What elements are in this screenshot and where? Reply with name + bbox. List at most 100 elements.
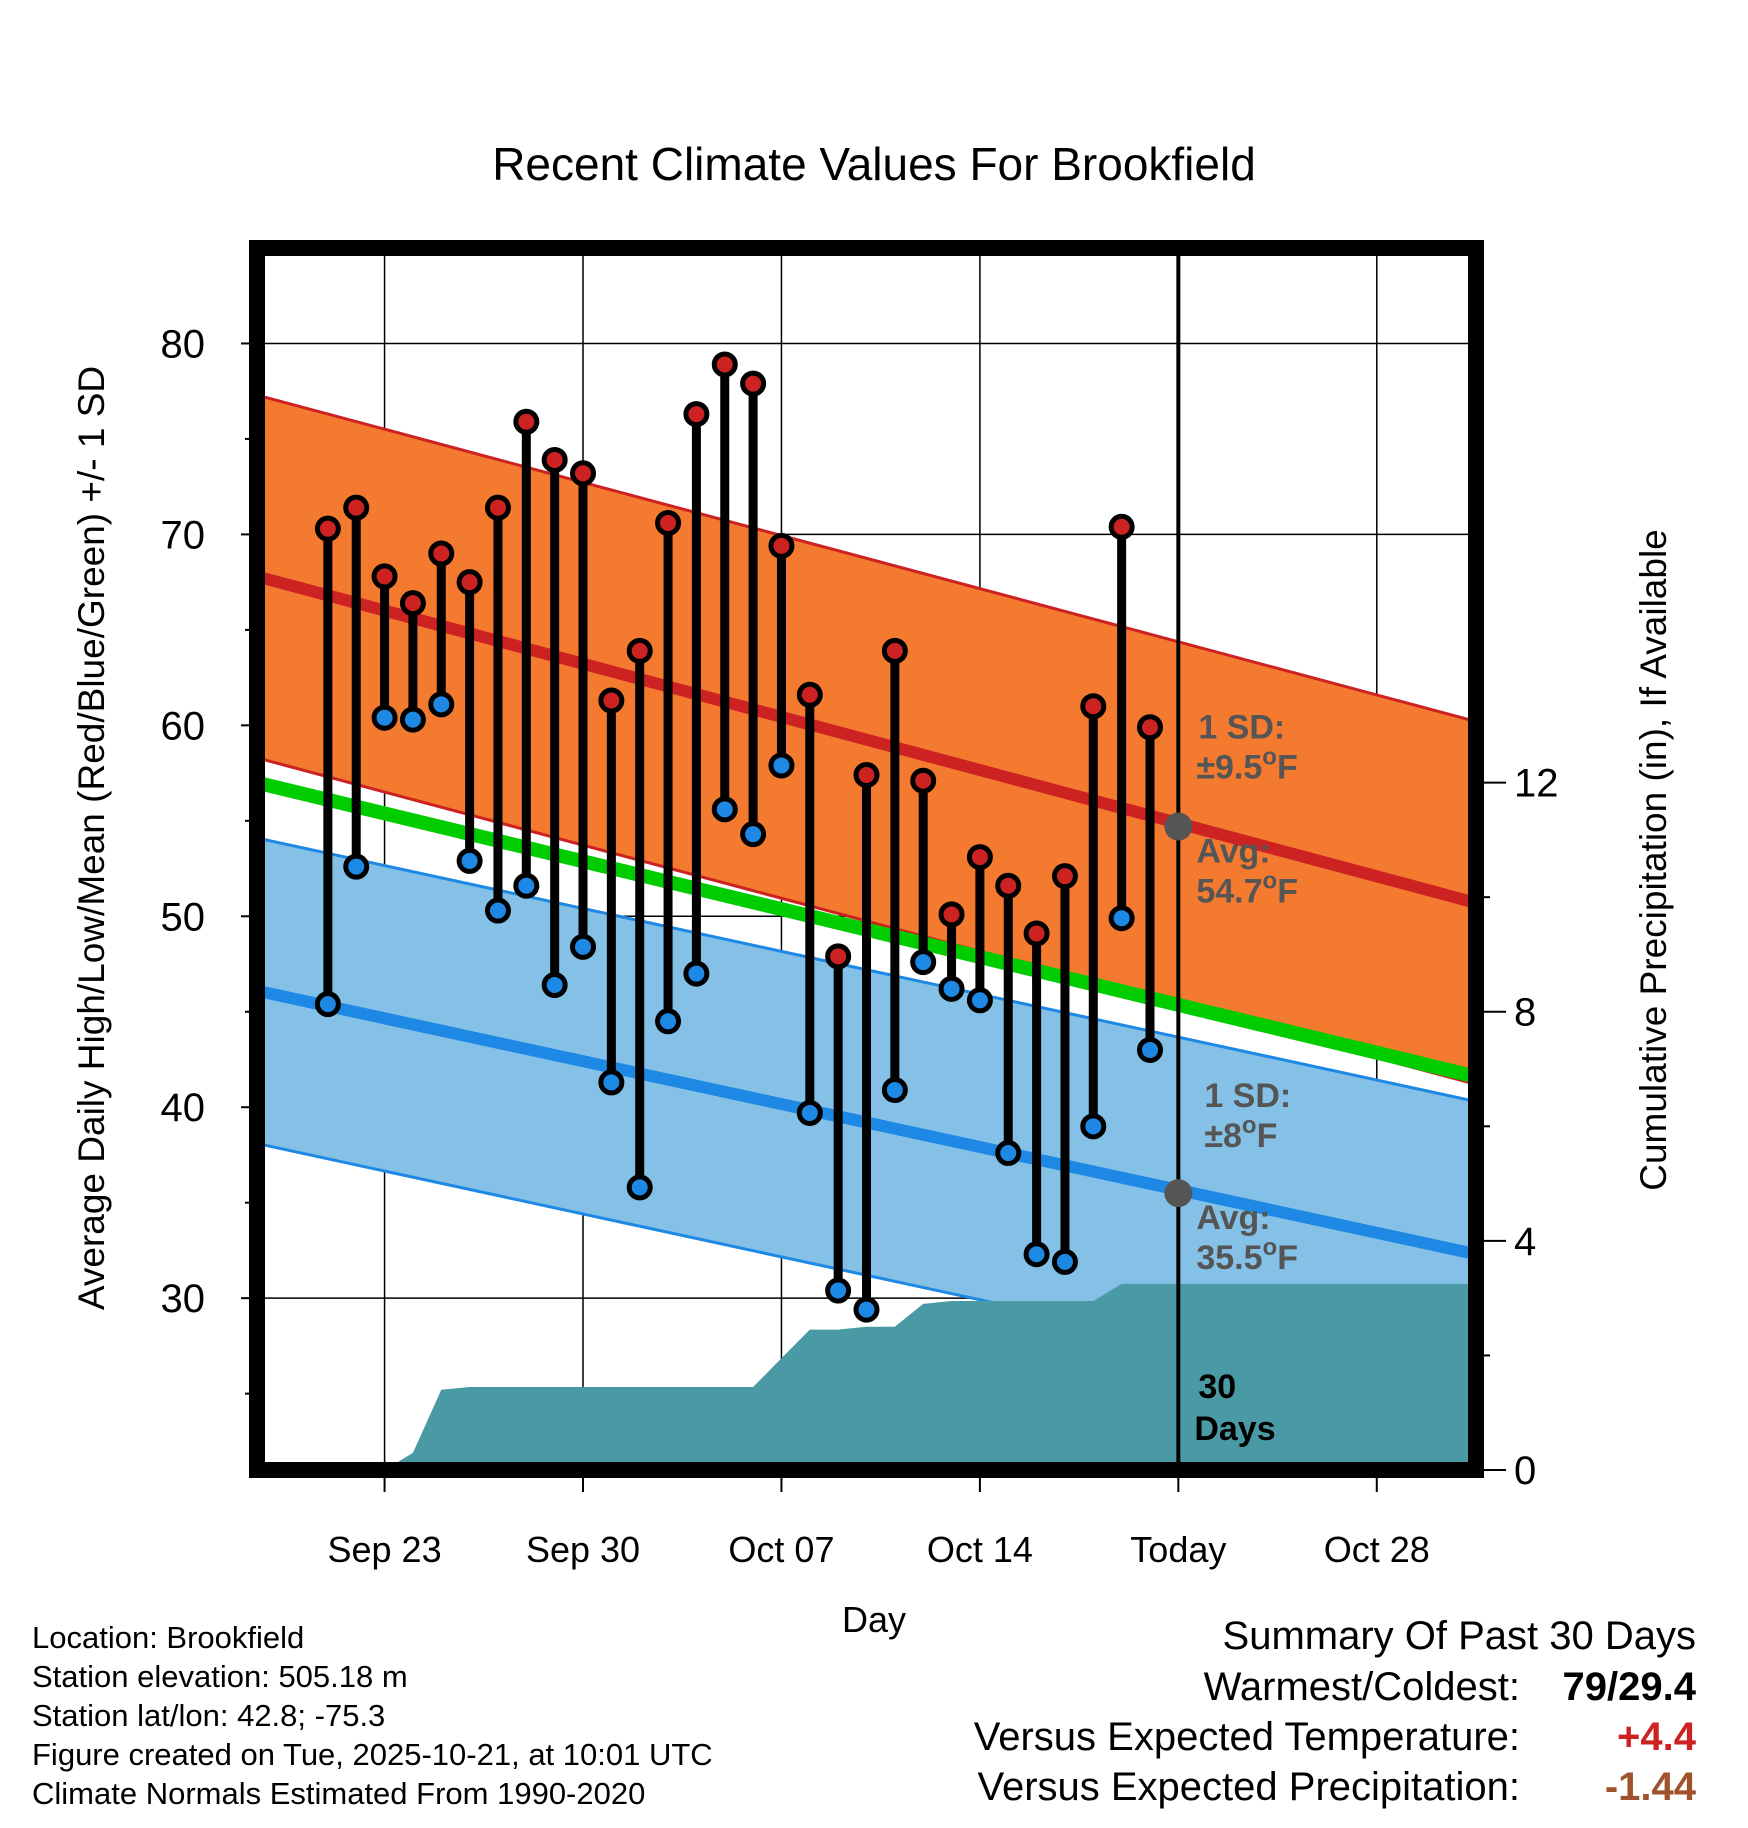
x-tick-label: Oct 14 xyxy=(927,1529,1033,1570)
low-point xyxy=(484,897,511,924)
high-point xyxy=(570,460,597,487)
elevation-text: Station elevation: 505.18 m xyxy=(32,1659,408,1694)
low-avg-value: 35.5oF xyxy=(1196,1234,1298,1277)
y-tick-label: 30 xyxy=(161,1277,206,1321)
low-point xyxy=(1023,1241,1050,1268)
normals-note-text: Climate Normals Estimated From 1990-2020 xyxy=(32,1776,646,1811)
high-point xyxy=(683,401,710,428)
station-info: Location: Brookfield Station elevation: … xyxy=(32,1618,713,1813)
x-axis-label: Day xyxy=(842,1599,906,1640)
low-point xyxy=(456,847,483,874)
temp-value: +4.4 xyxy=(1617,1715,1696,1759)
y2-tick-label: 4 xyxy=(1514,1220,1536,1264)
high-point xyxy=(1136,714,1163,741)
low-point xyxy=(570,933,597,960)
high-point xyxy=(995,872,1022,899)
low-point xyxy=(626,1174,653,1201)
low-point xyxy=(711,796,738,823)
y2-tick-label: 0 xyxy=(1514,1449,1536,1493)
high-point xyxy=(1080,693,1107,720)
high-point xyxy=(853,761,880,788)
low-point xyxy=(853,1296,880,1323)
high-point xyxy=(399,590,426,617)
precip-area xyxy=(257,1283,1476,1470)
high-point xyxy=(371,563,398,590)
high-point xyxy=(343,494,370,521)
low-point xyxy=(1136,1036,1163,1063)
low-sd-value: ±8oF xyxy=(1204,1112,1277,1155)
high-sd-value: ±9.5oF xyxy=(1196,744,1297,787)
low-point xyxy=(910,949,937,976)
warm-cold-label: Warmest/Coldest: xyxy=(1203,1665,1520,1709)
low-point xyxy=(371,704,398,731)
x-tick-label: Oct 28 xyxy=(1324,1529,1430,1570)
low-point xyxy=(881,1077,908,1104)
high-sd-band-upper-edge xyxy=(257,393,1476,723)
high-point xyxy=(711,351,738,378)
high-avg-label: Avg: xyxy=(1196,833,1270,871)
low-point xyxy=(1080,1113,1107,1140)
low-point xyxy=(683,960,710,987)
low-point xyxy=(740,821,767,848)
chart-title: Recent Climate Values For Brookfield xyxy=(492,138,1256,190)
high-avg-value: 54.7oF xyxy=(1196,868,1298,911)
y-tick-label: 60 xyxy=(161,704,206,748)
y-tick-label: 50 xyxy=(161,895,206,939)
x-tick-label: Sep 23 xyxy=(328,1529,442,1570)
summary-title: Summary Of Past 30 Days xyxy=(1222,1614,1696,1658)
low-point xyxy=(938,975,965,1002)
low-point xyxy=(1108,905,1135,932)
high-point xyxy=(428,540,455,567)
high-point xyxy=(910,767,937,794)
x-tick-label: Oct 07 xyxy=(728,1529,834,1570)
x-tick-label: Today xyxy=(1130,1529,1226,1570)
x-tick-label: Sep 30 xyxy=(526,1529,640,1570)
y-tick-label: 40 xyxy=(161,1086,206,1130)
high-point xyxy=(314,515,341,542)
low-point xyxy=(655,1008,682,1035)
high-point xyxy=(740,370,767,397)
precip-label: Versus Expected Precipitation: xyxy=(977,1765,1520,1809)
summary-panel: Summary Of Past 30 Days Warmest/Coldest:… xyxy=(796,1610,1696,1812)
high-point xyxy=(796,681,823,708)
low-avg-today-marker xyxy=(1164,1179,1193,1208)
high-point xyxy=(541,446,568,473)
low-point xyxy=(1051,1248,1078,1275)
high-point xyxy=(1051,863,1078,890)
days-word-label: Days xyxy=(1194,1410,1275,1448)
created-text: Figure created on Tue, 2025-10-21, at 10… xyxy=(32,1737,713,1772)
high-point xyxy=(598,687,625,714)
high-point xyxy=(881,637,908,664)
summary-row-warm-cold: Warmest/Coldest: 79/29.4 xyxy=(796,1662,1696,1712)
high-point xyxy=(938,901,965,928)
y-axis-label: Average Daily High/Low/Mean (Red/Blue/Gr… xyxy=(71,366,112,1310)
warm-cold-value: 79/29.4 xyxy=(1562,1665,1696,1709)
high-point xyxy=(484,494,511,521)
high-avg-line xyxy=(257,570,1476,909)
low-point xyxy=(796,1099,823,1126)
low-point xyxy=(541,972,568,999)
summary-row-temp: Versus Expected Temperature: +4.4 xyxy=(796,1712,1696,1762)
y2-tick-label: 8 xyxy=(1514,991,1536,1035)
low-point xyxy=(314,991,341,1018)
location-text: Location: Brookfield xyxy=(32,1620,305,1655)
y-tick-label: 70 xyxy=(161,513,206,557)
low-point xyxy=(598,1069,625,1096)
low-point xyxy=(825,1277,852,1304)
low-sd-label: 1 SD: xyxy=(1204,1077,1291,1115)
high-point xyxy=(966,844,993,871)
y-tick-label: 80 xyxy=(161,322,206,366)
low-point xyxy=(428,691,455,718)
days-count-label: 30 xyxy=(1198,1368,1236,1406)
summary-row-precip: Versus Expected Precipitation: -1.44 xyxy=(796,1762,1696,1812)
low-avg-label: Avg: xyxy=(1196,1199,1270,1237)
low-point xyxy=(995,1140,1022,1167)
low-point xyxy=(768,752,795,779)
low-point xyxy=(513,872,540,899)
plot-area xyxy=(257,248,1476,1470)
low-point xyxy=(343,853,370,880)
plot-frame xyxy=(249,240,1484,1478)
temp-label: Versus Expected Temperature: xyxy=(973,1715,1520,1759)
high-point xyxy=(655,509,682,536)
